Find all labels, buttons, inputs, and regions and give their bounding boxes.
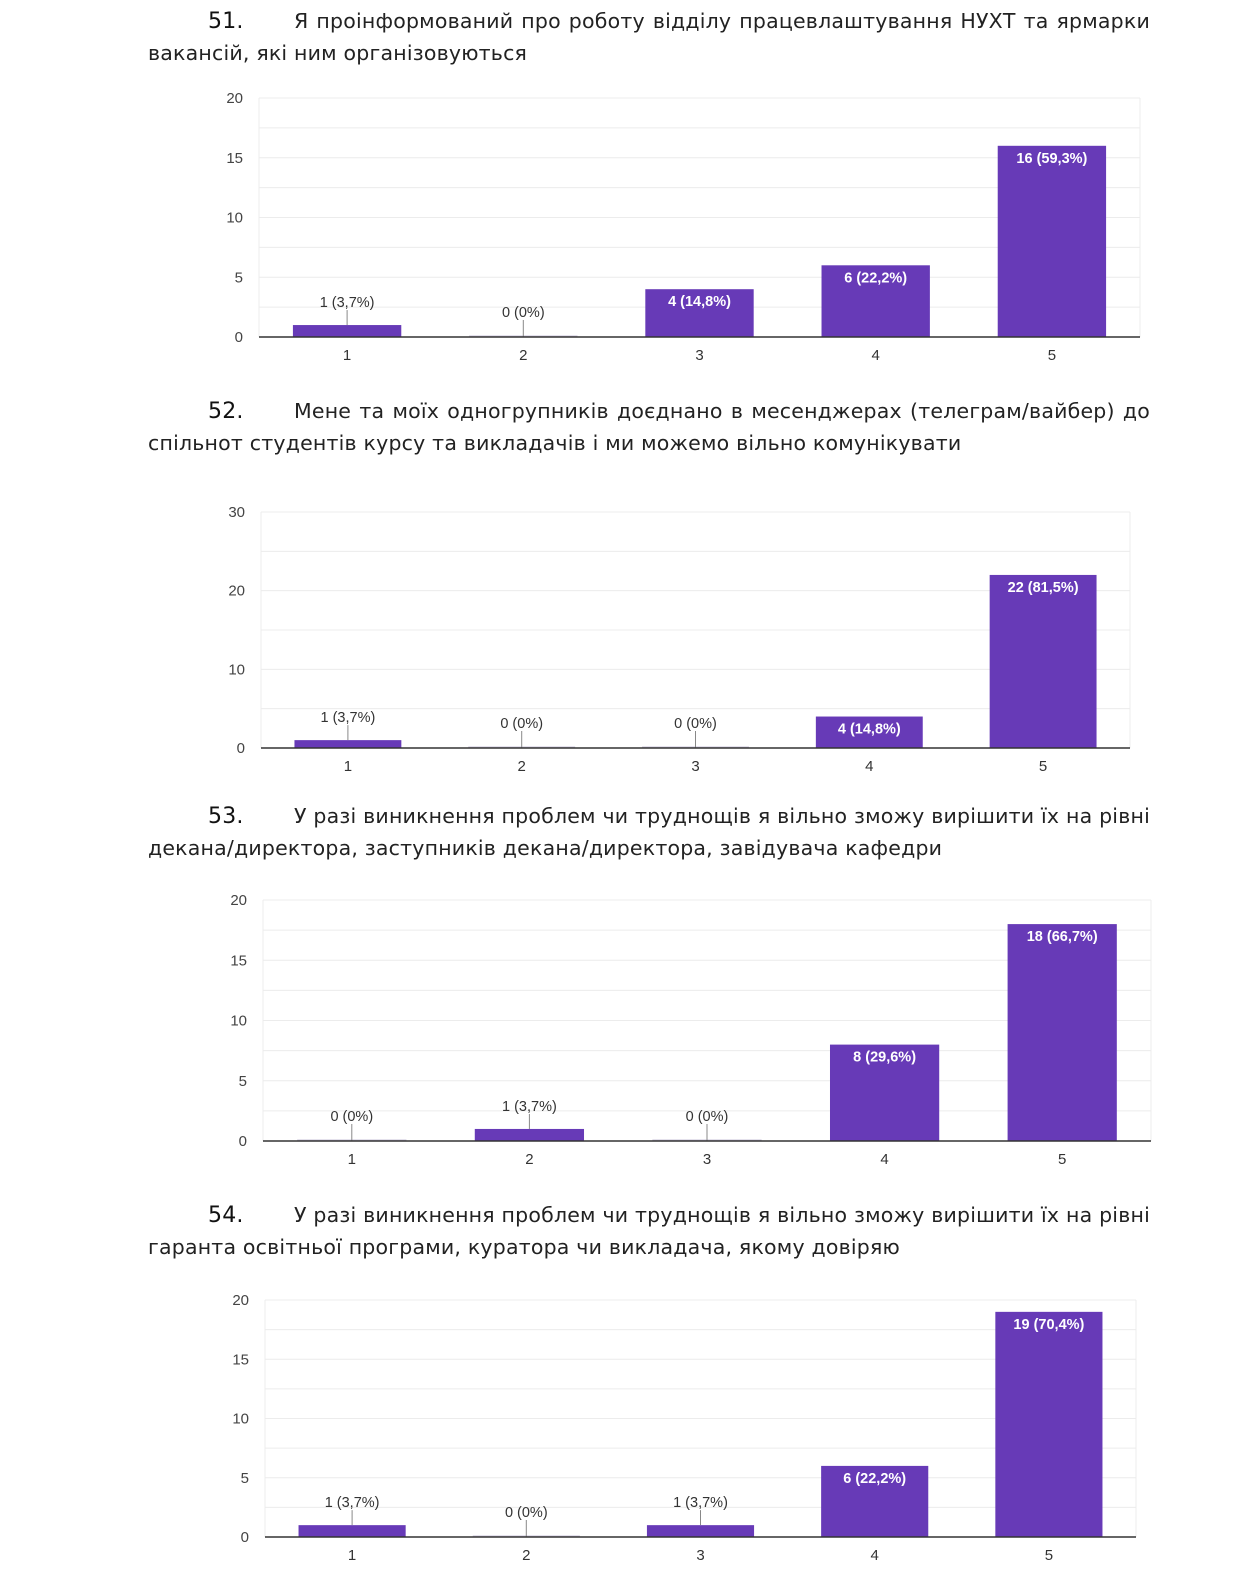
question-52: 52. Мене та моїх одногрупників доєднано в…	[148, 396, 1150, 458]
data-label: 1 (3,7%)	[320, 710, 375, 726]
x-tick-label: 3	[703, 1151, 711, 1168]
data-label: 0 (0%)	[502, 305, 545, 321]
data-label: 0 (0%)	[674, 716, 717, 732]
data-label: 0 (0%)	[500, 716, 543, 732]
question-text: У разі виникнення проблем чи труднощів я…	[148, 804, 1150, 860]
bar	[1007, 924, 1117, 1141]
bar	[646, 1525, 755, 1537]
question-51: 51. Я проінформований про роботу відділу …	[148, 6, 1150, 68]
y-tick-label: 10	[228, 661, 245, 678]
x-tick-label: 3	[696, 1547, 704, 1564]
data-label: 4 (14,8%)	[838, 722, 901, 738]
data-label: 1 (3,7%)	[502, 1099, 557, 1115]
bar	[821, 265, 930, 337]
x-tick-label: 3	[695, 347, 703, 364]
y-tick-label: 5	[241, 1470, 249, 1487]
x-tick-label: 2	[519, 347, 527, 364]
data-label: 8 (29,6%)	[853, 1050, 916, 1066]
x-tick-label: 5	[1045, 1547, 1053, 1564]
y-tick-label: 0	[235, 329, 243, 346]
x-tick-label: 4	[872, 347, 880, 364]
y-tick-label: 10	[226, 210, 243, 227]
y-tick-label: 0	[237, 740, 245, 757]
y-tick-label: 15	[232, 1351, 249, 1368]
x-tick-label: 5	[1039, 758, 1047, 775]
question-text: У разі виникнення проблем чи труднощів я…	[148, 1203, 1150, 1259]
y-tick-label: 10	[232, 1411, 249, 1428]
bar	[995, 1311, 1103, 1537]
y-tick-label: 20	[228, 583, 245, 600]
y-tick-label: 20	[230, 892, 247, 909]
bar	[821, 1465, 929, 1537]
y-tick-label: 20	[232, 1292, 249, 1309]
data-label: 4 (14,8%)	[668, 294, 731, 310]
y-tick-label: 0	[239, 1133, 247, 1150]
bar	[815, 716, 923, 748]
data-label: 22 (81,5%)	[1008, 580, 1079, 596]
question-number: 51.	[208, 9, 244, 34]
question-number: 54.	[208, 1203, 244, 1228]
x-tick-label: 2	[522, 1547, 530, 1564]
data-label: 16 (59,3%)	[1016, 151, 1087, 167]
y-tick-label: 15	[230, 952, 247, 969]
bar	[645, 289, 754, 337]
question-number: 53.	[208, 804, 244, 829]
y-tick-label: 5	[235, 269, 243, 286]
bar	[997, 145, 1107, 337]
question-number: 52.	[208, 399, 244, 424]
y-tick-label: 10	[230, 1013, 247, 1030]
bar	[989, 574, 1097, 748]
x-tick-label: 4	[871, 1547, 879, 1564]
y-tick-label: 0	[241, 1529, 249, 1546]
bar-chart-51: 0 5 10 15 20 1 (3,7%) 1 0 (0%) 2 4 (14,8%) 3 6 (22,…	[226, 90, 1141, 364]
y-tick-label: 30	[228, 504, 245, 521]
bar	[829, 1044, 940, 1141]
data-label: 0 (0%)	[686, 1109, 729, 1125]
x-tick-label: 4	[880, 1151, 888, 1168]
data-label: 1 (3,7%)	[325, 1495, 380, 1511]
bar-chart-52: 0 10 20 30 1 (3,7%) 1 0 (0%) 2 0 (0%) 3 4 (14,8%) 4…	[228, 504, 1131, 775]
data-label: 6 (22,2%)	[844, 270, 907, 286]
y-tick-label: 15	[226, 150, 243, 167]
question-text: Мене та моїх одногрупників доєднано в ме…	[148, 399, 1150, 455]
question-53: 53. У разі виникнення проблем чи труднощі…	[148, 801, 1150, 863]
bar	[474, 1128, 585, 1141]
y-tick-label: 5	[239, 1073, 247, 1090]
y-tick-label: 20	[226, 90, 243, 107]
x-tick-label: 1	[348, 1151, 356, 1168]
data-label: 6 (22,2%)	[843, 1471, 906, 1487]
bar-chart-53: 0 5 10 15 20 0 (0%) 1 1 (3,7%) 2 0 (0%) 3 8 (29,6%)…	[230, 892, 1152, 1168]
x-tick-label: 1	[344, 758, 352, 775]
data-label: 1 (3,7%)	[320, 295, 375, 311]
x-tick-label: 1	[343, 347, 351, 364]
x-tick-label: 1	[348, 1547, 356, 1564]
question-text: Я проінформований про роботу відділу пра…	[148, 9, 1150, 65]
x-tick-label: 5	[1058, 1151, 1066, 1168]
x-tick-label: 4	[865, 758, 873, 775]
bar	[294, 740, 402, 748]
data-label: 0 (0%)	[330, 1109, 373, 1125]
x-tick-label: 2	[518, 758, 526, 775]
data-label: 18 (66,7%)	[1027, 929, 1098, 945]
data-label: 1 (3,7%)	[673, 1495, 728, 1511]
x-tick-label: 2	[525, 1151, 533, 1168]
data-label: 19 (70,4%)	[1013, 1317, 1084, 1333]
bar	[292, 325, 402, 337]
x-tick-label: 5	[1048, 347, 1056, 364]
bar	[298, 1525, 406, 1537]
data-label: 0 (0%)	[505, 1505, 548, 1521]
x-tick-label: 3	[691, 758, 699, 775]
question-54: 54. У разі виникнення проблем чи труднощі…	[148, 1200, 1150, 1262]
